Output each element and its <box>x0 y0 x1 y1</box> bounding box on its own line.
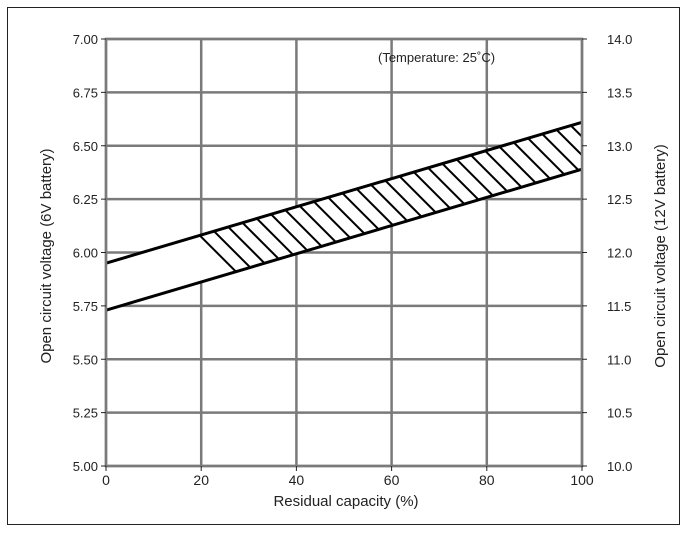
chart-svg: 0 20 40 60 80 100 5.00 5.25 5.50 5.75 6.00 6.25 6.50… <box>8 8 681 526</box>
y-tick-label-left: 5.25 <box>73 406 98 421</box>
y-axis-label-left: Open circuit voltage (6V battery) <box>38 148 55 363</box>
y-tick-label-right: 10.0 <box>607 459 632 474</box>
y-tick-label-right: 11.0 <box>607 352 631 367</box>
hatch-line <box>472 82 682 322</box>
x-tick-label: 0 <box>102 472 110 488</box>
y-tick-label-right: 13.5 <box>607 85 632 100</box>
voltage-band <box>46 82 681 322</box>
y-tick-label-right: 13.0 <box>607 139 632 154</box>
x-tick-label: 80 <box>479 472 495 488</box>
band-fill <box>106 122 582 310</box>
y-tick-label-left: 5.00 <box>73 459 98 474</box>
y-tick-label-left: 5.75 <box>73 299 98 314</box>
x-tick-label: 20 <box>193 472 209 488</box>
y-tick-label-right: 12.0 <box>607 246 632 261</box>
y-tick-label-right: 11.5 <box>607 299 631 314</box>
x-tick-label: 100 <box>570 472 594 488</box>
x-tick-label: 60 <box>384 472 400 488</box>
y-tick-label-left: 6.50 <box>73 139 98 154</box>
x-axis-label: Residual capacity (%) <box>273 493 418 510</box>
chart-frame: 0 20 40 60 80 100 5.00 5.25 5.50 5.75 6.00 6.25 6.50… <box>7 7 680 525</box>
y-tick-label-left: 5.50 <box>73 352 98 367</box>
y-tick-label-right: 12.5 <box>607 192 632 207</box>
y-tick-label-right: 14.0 <box>607 32 632 47</box>
temperature-annotation: (Temperature: 25˚C) <box>378 50 495 65</box>
y-tick-label-left: 6.75 <box>73 85 98 100</box>
x-tick-label: 40 <box>289 472 305 488</box>
y-tick-label-left: 7.00 <box>73 32 98 47</box>
band-lower-edge <box>106 169 582 310</box>
y-tick-label-left: 6.25 <box>73 192 98 207</box>
y-axis-label-right: Open circuit voltage (12V battery) <box>652 144 669 367</box>
band-upper-edge <box>106 122 582 263</box>
y-tick-label-left: 6.00 <box>73 246 98 261</box>
y-tick-label-right: 10.5 <box>607 406 632 421</box>
